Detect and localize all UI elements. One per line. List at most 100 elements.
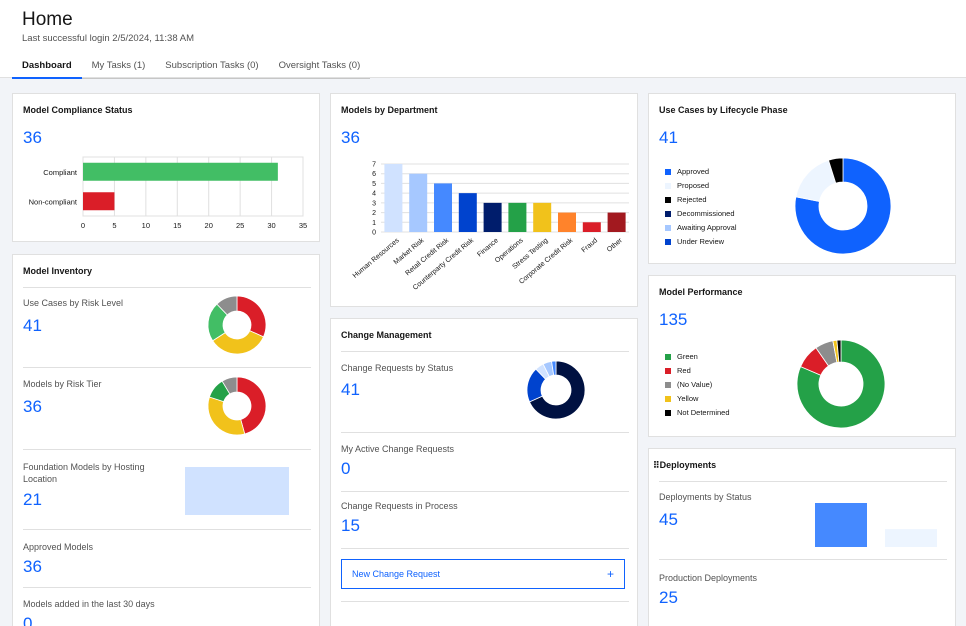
- legend-proposed: Proposed: [665, 181, 709, 190]
- legend-label: Under Review: [677, 237, 725, 246]
- bar-fraud: [582, 222, 601, 232]
- compliance-card: Model Compliance Status 36 0 5 10 15 20 25 30 3…: [12, 93, 320, 242]
- change-status-value[interactable]: 41: [341, 380, 360, 399]
- approved-models-label: Approved Models: [23, 542, 94, 552]
- legend-swatch: [665, 210, 671, 217]
- compliance-bar-chart: 0 5 10 15 20 25 30 35 Compliant Non-compliant: [29, 156, 307, 230]
- active-requests-value[interactable]: 0: [341, 459, 351, 478]
- change-management-card: Change Management Change Requests by Sta…: [330, 318, 638, 626]
- x-tick-label: 35: [299, 221, 307, 230]
- legend-rejected: Rejected: [665, 195, 707, 204]
- bar-human-resources: [384, 164, 403, 232]
- legend-red: Red: [665, 366, 691, 375]
- last-login-text: Last successful login 2/5/2024, 11:38 AM: [22, 33, 194, 44]
- y-tick-label: 4: [372, 191, 376, 198]
- bar-corporate-credit-risk: [558, 212, 576, 232]
- slice-slice-4: [551, 360, 557, 376]
- y-tick-label: 5: [372, 181, 376, 188]
- x-tick-label: Retail Credit Risk: [404, 237, 450, 277]
- bar-operations: [508, 202, 527, 232]
- legend-label: (No Value): [677, 380, 713, 389]
- departments-total[interactable]: 36: [341, 128, 360, 147]
- legend-label: Not Determined: [677, 408, 730, 417]
- requests-in-process-label: Change Requests in Process: [341, 501, 458, 511]
- drag-handle-icon[interactable]: ⠿: [653, 460, 660, 470]
- approved-models-value[interactable]: 36: [23, 557, 42, 576]
- bar-retail-credit-risk: [434, 183, 452, 232]
- foundation-models-label: Foundation Models by Hosting Location: [23, 462, 145, 484]
- compliance-total[interactable]: 36: [23, 128, 42, 147]
- x-tick-label: Finance: [476, 237, 500, 258]
- divider: [341, 491, 629, 492]
- lifecycle-total[interactable]: 41: [659, 128, 678, 147]
- requests-in-process-value[interactable]: 15: [341, 516, 360, 535]
- lifecycle-card: Use Cases by Lifecycle Phase 41 Approved…: [648, 93, 956, 264]
- legend-label: Decommissioned: [677, 209, 735, 218]
- deployments-title: ⠿Deployments: [653, 460, 716, 471]
- deployments-status-value[interactable]: 45: [659, 510, 678, 529]
- tab-dashboard[interactable]: Dashboard: [12, 56, 82, 79]
- legend-no-value: (No Value): [665, 380, 712, 389]
- legend-awaiting-approval: Awaiting Approval: [665, 223, 736, 232]
- legend-label: Red: [677, 366, 691, 375]
- deployments-card: ⠿Deployments Deployments by Status 45 Pr…: [648, 448, 956, 626]
- legend-label: Rejected: [677, 195, 707, 204]
- change-management-title: Change Management: [341, 330, 432, 340]
- x-tick-label: Fraud: [581, 237, 600, 254]
- foundation-models-value[interactable]: 21: [23, 490, 42, 509]
- risk-level-label: Use Cases by Risk Level: [23, 298, 124, 308]
- risk-level-donut: [207, 295, 267, 355]
- tab-subscription-tasks[interactable]: Subscription Tasks (0): [165, 60, 259, 71]
- departments-card: Models by Department 36 0 1 2 3 4 5 6 7 Human Re…: [330, 93, 638, 307]
- bar-market-risk: [409, 173, 428, 232]
- production-deployments-value[interactable]: 25: [659, 588, 678, 607]
- legend-not-determined: Not Determined: [665, 408, 730, 417]
- tab-oversight-tasks[interactable]: Oversight Tasks (0): [278, 60, 361, 71]
- risk-tier-value[interactable]: 36: [23, 397, 42, 416]
- legend-label: Green: [677, 352, 698, 361]
- new-change-request-button[interactable]: New Change Request +: [341, 559, 625, 589]
- legend-approved: Approved: [665, 167, 709, 176]
- x-tick-label: 15: [173, 221, 181, 230]
- y-tick-label: 0: [372, 230, 376, 237]
- divider: [659, 481, 947, 482]
- legend-swatch: [665, 168, 671, 175]
- legend-decommissioned: Decommissioned: [665, 209, 735, 218]
- bar-stress-testing: [533, 202, 552, 232]
- inventory-card: Model Inventory Use Cases by Risk Level …: [12, 254, 320, 626]
- legend-green: Green: [665, 352, 698, 361]
- divider: [341, 351, 629, 352]
- x-tick-label: Human Resources: [352, 237, 401, 280]
- recent-models-label: Models added in the last 30 days: [23, 599, 155, 609]
- bar-other: [607, 212, 626, 232]
- y-tick-label: 2: [372, 210, 376, 217]
- performance-total[interactable]: 135: [659, 310, 688, 329]
- divider: [23, 287, 311, 288]
- tab-my-tasks[interactable]: My Tasks (1): [91, 60, 146, 71]
- legend-swatch: [665, 196, 671, 203]
- risk-tier-donut: [207, 376, 267, 436]
- divider: [341, 432, 629, 433]
- slice-slice-1: [207, 396, 246, 436]
- performance-title: Model Performance: [659, 287, 743, 297]
- x-tick-label: 5: [112, 221, 116, 230]
- risk-level-value[interactable]: 41: [23, 316, 42, 335]
- lifecycle-donut-chart: [794, 157, 892, 255]
- legend-swatch: [665, 224, 671, 231]
- foundation-bar-chart: [185, 467, 289, 515]
- active-requests-label: My Active Change Requests: [341, 444, 455, 454]
- recent-models-value[interactable]: 0: [23, 614, 33, 626]
- x-tick-label: Other: [606, 237, 624, 254]
- bar-deployment-status-1: [885, 529, 937, 547]
- divider: [23, 529, 311, 530]
- legend-swatch: [665, 381, 671, 388]
- plus-icon: +: [606, 567, 614, 581]
- legend-label: Approved: [677, 167, 710, 176]
- slice-rejected: [828, 157, 844, 184]
- y-tick-label: Compliant: [43, 168, 78, 177]
- deployments-bar-chart: [815, 503, 937, 547]
- divider: [23, 587, 311, 588]
- legend-label: Proposed: [677, 181, 710, 190]
- divider: [341, 548, 629, 549]
